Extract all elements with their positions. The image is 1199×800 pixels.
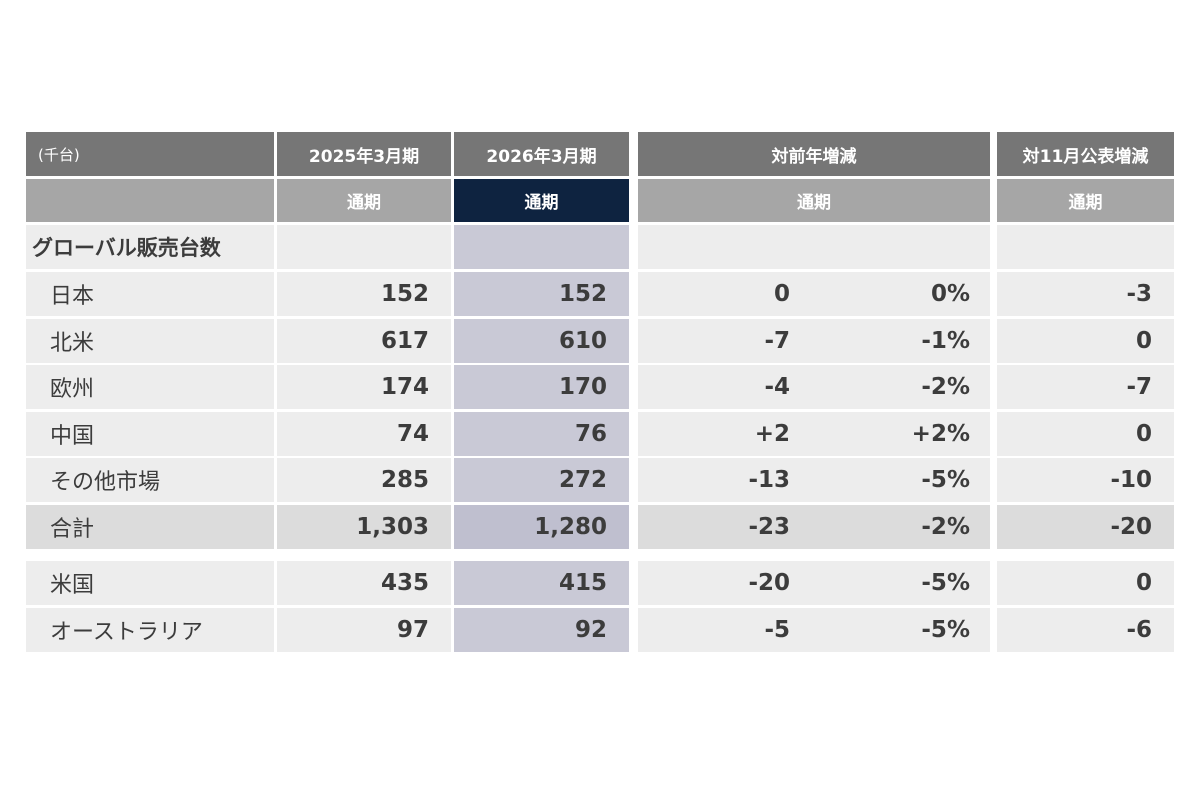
cell-yoy: 0 bbox=[773, 281, 790, 307]
row-label: 日本 bbox=[26, 272, 274, 316]
header-fy2025: 2025年3月期 bbox=[277, 132, 451, 176]
cell-fy2026: 415 bbox=[454, 561, 629, 605]
total-row-label: 合計 bbox=[26, 505, 274, 549]
cell-vs-november: -6 bbox=[997, 608, 1174, 652]
cell-fy2026: 76 bbox=[454, 412, 629, 456]
cell-yoy-pct: -5% bbox=[921, 467, 970, 493]
unit-label: (千台) bbox=[26, 132, 274, 176]
cell-fy2025: 617 bbox=[277, 319, 451, 363]
row-label: 欧州 bbox=[26, 365, 274, 409]
cell-fy2025: 97 bbox=[277, 608, 451, 652]
row-label: 北米 bbox=[26, 319, 274, 363]
total-vs-november: -20 bbox=[997, 505, 1174, 549]
cell-yoy-pct: -2% bbox=[921, 374, 970, 400]
total-yoy-pct: -2% bbox=[921, 514, 970, 540]
cell-vs-november: 0 bbox=[997, 561, 1174, 605]
row-label: オーストラリア bbox=[26, 608, 274, 652]
cell-yoy-group: -4 -2% bbox=[638, 365, 990, 409]
cell-yoy-group: -7 -1% bbox=[638, 319, 990, 363]
cell-fy2026: 152 bbox=[454, 272, 629, 316]
subheader-fy2025: 通期 bbox=[277, 179, 451, 222]
cell-yoy: -13 bbox=[748, 467, 790, 493]
header-yoy: 対前年増減 bbox=[638, 132, 990, 176]
cell-yoy: -5 bbox=[764, 617, 790, 643]
header-vs-november: 対11月公表増減 bbox=[997, 132, 1174, 176]
cell-vs-november: -3 bbox=[997, 272, 1174, 316]
cell-yoy: +2 bbox=[754, 421, 790, 447]
total-fy2025: 1,303 bbox=[277, 505, 451, 549]
row-label: 中国 bbox=[26, 412, 274, 456]
cell-fy2026: 170 bbox=[454, 365, 629, 409]
section-cell-fy2025 bbox=[277, 225, 451, 269]
cell-fy2025: 174 bbox=[277, 365, 451, 409]
subheader-vs-november: 通期 bbox=[997, 179, 1174, 222]
total-yoy: -23 bbox=[748, 514, 790, 540]
cell-vs-november: -7 bbox=[997, 365, 1174, 409]
cell-fy2025: 285 bbox=[277, 458, 451, 502]
total-yoy-group: -23 -2% bbox=[638, 505, 990, 549]
cell-fy2025: 74 bbox=[277, 412, 451, 456]
row-label: その他市場 bbox=[26, 458, 274, 502]
subheader-blank bbox=[26, 179, 274, 222]
cell-yoy-pct: +2% bbox=[911, 421, 970, 447]
section-title: グローバル販売台数 bbox=[26, 225, 274, 269]
cell-yoy-group: -13 -5% bbox=[638, 458, 990, 502]
cell-yoy: -4 bbox=[764, 374, 790, 400]
cell-fy2026: 610 bbox=[454, 319, 629, 363]
cell-yoy-pct: -5% bbox=[921, 570, 970, 596]
cell-yoy-group: 0 0% bbox=[638, 272, 990, 316]
cell-fy2025: 435 bbox=[277, 561, 451, 605]
cell-fy2026: 272 bbox=[454, 458, 629, 502]
cell-yoy: -7 bbox=[764, 328, 790, 354]
cell-yoy-group: +2 +2% bbox=[638, 412, 990, 456]
cell-vs-november: 0 bbox=[997, 319, 1174, 363]
cell-yoy-pct: 0% bbox=[930, 281, 970, 307]
total-fy2026: 1,280 bbox=[454, 505, 629, 549]
section-cell-yoy bbox=[638, 225, 990, 269]
subheader-fy2026: 通期 bbox=[454, 179, 629, 222]
cell-vs-november: 0 bbox=[997, 412, 1174, 456]
header-fy2026: 2026年3月期 bbox=[454, 132, 629, 176]
section-cell-vs-november bbox=[997, 225, 1174, 269]
cell-vs-november: -10 bbox=[997, 458, 1174, 502]
cell-yoy-pct: -1% bbox=[921, 328, 970, 354]
cell-yoy-group: -5 -5% bbox=[638, 608, 990, 652]
cell-yoy-group: -20 -5% bbox=[638, 561, 990, 605]
cell-fy2025: 152 bbox=[277, 272, 451, 316]
cell-yoy: -20 bbox=[748, 570, 790, 596]
cell-fy2026: 92 bbox=[454, 608, 629, 652]
row-label: 米国 bbox=[26, 561, 274, 605]
cell-yoy-pct: -5% bbox=[921, 617, 970, 643]
section-cell-fy2026 bbox=[454, 225, 629, 269]
subheader-yoy: 通期 bbox=[638, 179, 990, 222]
